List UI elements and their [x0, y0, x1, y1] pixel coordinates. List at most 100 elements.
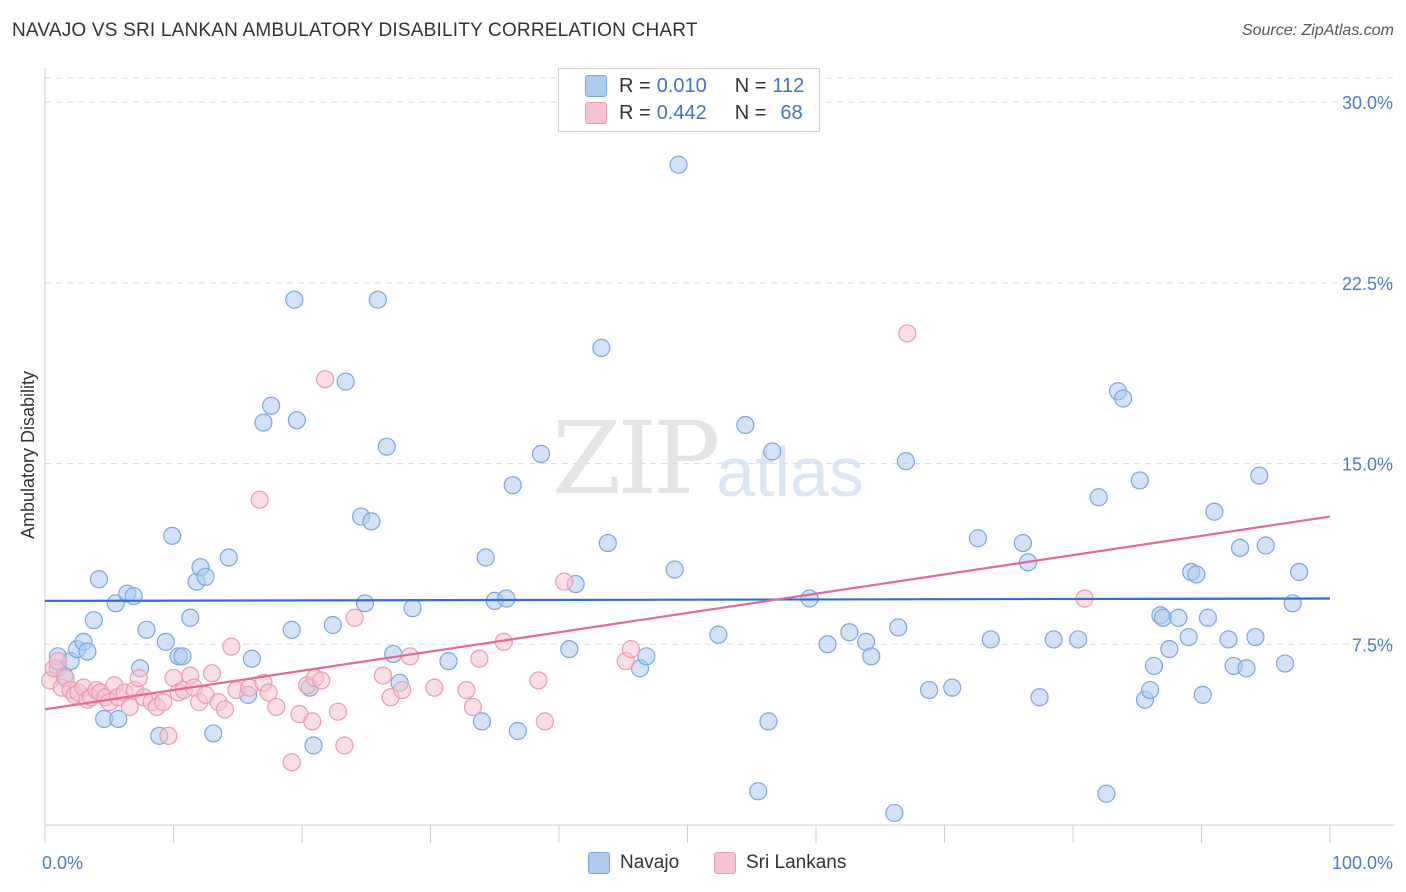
srilankan-point	[120, 697, 139, 717]
srilankan-point	[312, 671, 331, 690]
bottom-legend-srilankan: Sri Lankans	[714, 852, 846, 874]
navajo-point	[156, 632, 175, 651]
navajo-point	[124, 586, 143, 606]
srilankan-point	[345, 608, 364, 627]
srilankan-point	[282, 753, 301, 772]
navajo-point	[1250, 466, 1269, 485]
navajo-point	[181, 608, 200, 627]
navajo-point	[736, 415, 755, 435]
navajo-point	[362, 512, 381, 531]
navajo-point	[1030, 688, 1049, 707]
srilankan-point	[202, 664, 222, 683]
navajo-point	[304, 736, 323, 755]
navajo-point	[254, 413, 273, 432]
navajo-point	[862, 647, 881, 666]
srilankan-point	[159, 726, 178, 745]
trend-lines	[44, 515, 1331, 711]
navajo-point	[749, 782, 768, 801]
navajo-point	[1193, 685, 1212, 704]
navajo-point	[262, 396, 281, 415]
navajo-point	[943, 678, 962, 697]
y-tick-label: 30.0%	[1342, 93, 1393, 113]
navajo-point	[1290, 562, 1309, 582]
srilankan-point	[621, 639, 641, 659]
srilankan-point	[267, 697, 286, 717]
navajo-point	[1097, 784, 1116, 803]
navajo-point	[336, 372, 355, 391]
srilankan-point	[898, 324, 917, 343]
navajo-point	[1089, 488, 1108, 507]
navajo-point	[204, 724, 223, 743]
navajo-point	[109, 709, 128, 729]
source-label: Source: ZipAtlas.com	[1241, 22, 1394, 39]
navajo-point	[759, 712, 778, 731]
bottom-legend-navajo: Navajo	[588, 852, 679, 874]
navajo-point	[669, 155, 688, 174]
navajo-point	[1256, 536, 1275, 555]
navajo-point	[1013, 533, 1032, 553]
srilankan-r-value: 0.442	[656, 101, 707, 124]
axes	[44, 68, 1395, 843]
navajo-point	[403, 599, 422, 618]
navajo-point	[889, 618, 908, 637]
srilankan-point	[259, 683, 278, 702]
srilankan-n-value: 68	[780, 101, 803, 124]
watermark-atlas: atlas	[716, 433, 864, 511]
navajo-point	[1283, 594, 1302, 613]
watermark-zip: ZIP	[552, 400, 720, 517]
srilankan-point	[328, 702, 348, 721]
srilankan-points	[41, 324, 1094, 772]
correlation-legend: R = 0.010 N = 112 R = 0.442 N = 68	[558, 68, 820, 132]
navajo-point	[709, 625, 728, 644]
navajo-point	[472, 712, 491, 731]
navajo-point	[763, 442, 782, 461]
navajo-point	[497, 589, 516, 608]
navajo-point	[173, 647, 192, 666]
y-tick-label: 7.5%	[1352, 635, 1393, 655]
navajo-point	[665, 560, 684, 579]
navajo-point	[1044, 630, 1063, 649]
navajo-trend-line	[44, 597, 1331, 603]
srilankan-point	[463, 697, 483, 717]
navajo-point	[1130, 471, 1149, 490]
navajo-point	[1153, 608, 1173, 627]
y-tick-label: 22.5%	[1342, 274, 1393, 294]
navajo-point	[1114, 389, 1133, 408]
navajo-point	[560, 639, 579, 659]
srilankan-r-label: R =	[619, 101, 651, 124]
srilankan-trend-line	[44, 515, 1331, 711]
grid-lines	[45, 77, 1395, 645]
navajo-point	[1160, 639, 1179, 659]
navajo-point	[1198, 608, 1218, 627]
navajo-point	[885, 803, 904, 823]
navajo-point	[592, 338, 611, 357]
navajo-point	[287, 411, 306, 430]
srilankan-point	[425, 678, 444, 697]
legend-row-navajo: R = 0.010 N = 112	[585, 73, 804, 99]
y-tick-label: 15.0%	[1342, 455, 1393, 475]
navajo-point	[818, 635, 837, 654]
navajo-point	[503, 476, 522, 495]
navajo-legend-label: Navajo	[620, 852, 680, 873]
navajo-point	[368, 290, 387, 309]
navajo-point	[377, 437, 396, 456]
srilankan-point	[535, 712, 554, 731]
navajo-point	[1144, 656, 1164, 676]
navajo-point	[137, 620, 156, 639]
navajo-point	[1179, 627, 1198, 647]
srilankan-point	[555, 572, 574, 591]
srilankan-point	[529, 671, 548, 690]
navajo-point	[1169, 608, 1188, 627]
navajo-point	[598, 533, 617, 553]
navajo-point	[384, 644, 403, 664]
navajo-point	[896, 452, 916, 471]
chart-title: NAVAJO VS SRI LANKAN AMBULATORY DISABILI…	[12, 20, 698, 41]
srilankan-n-label: N =	[734, 101, 767, 124]
navajo-point	[1237, 659, 1256, 678]
srilankan-point	[393, 680, 412, 700]
navajo-point	[242, 649, 261, 668]
navajo-point	[89, 570, 109, 589]
srilankan-point	[129, 668, 148, 688]
navajo-legend-swatch	[588, 852, 610, 874]
srilankan-point	[222, 637, 241, 656]
